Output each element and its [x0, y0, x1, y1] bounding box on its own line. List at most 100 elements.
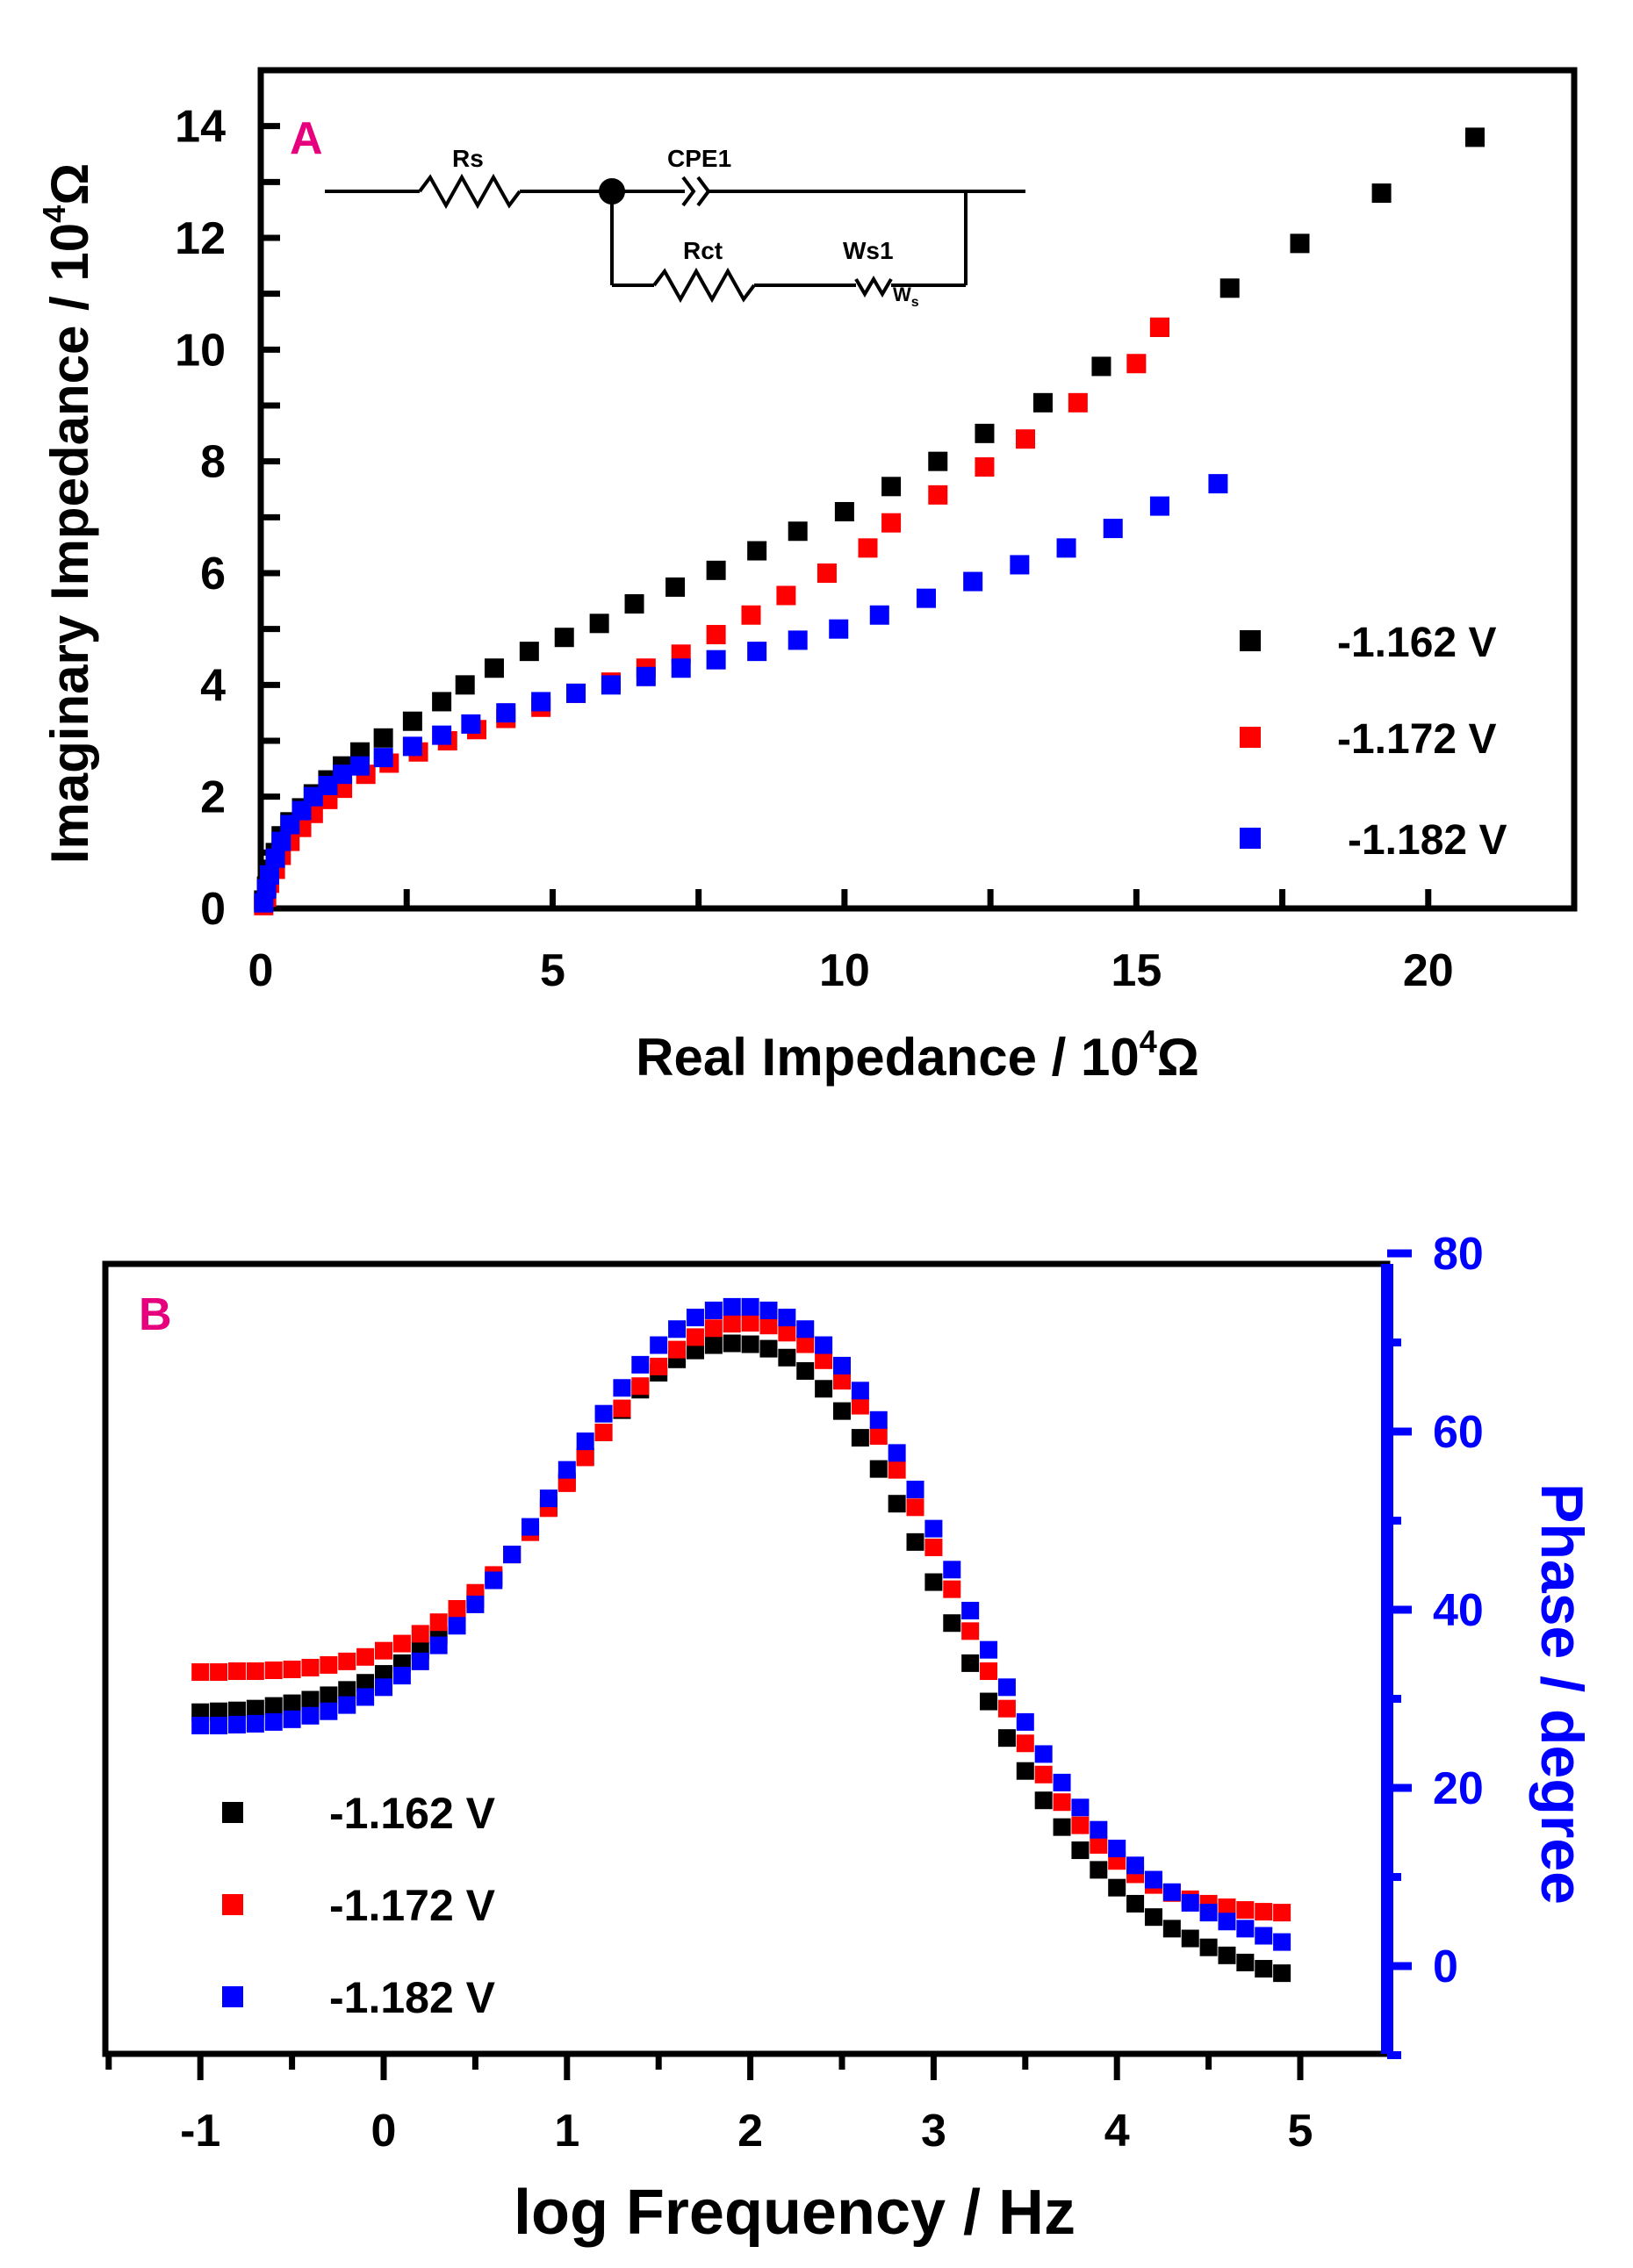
panel-a-data-point [1091, 356, 1111, 377]
panel-b-data-point [796, 1335, 815, 1353]
panel-b-data-point [338, 1681, 356, 1699]
panel-b-data-point [210, 1716, 228, 1734]
panel-a-data-point [1149, 496, 1169, 516]
panel-b-data-point [1034, 1745, 1053, 1763]
panel-a-x-axis-title-text: Real Impedance / 10 [636, 1028, 1140, 1087]
panel-b-data-point [1034, 1765, 1053, 1784]
panel-b-data-point [301, 1706, 320, 1725]
panel-a-data-point [432, 692, 452, 712]
panel-b-x-tick-label: 5 [1288, 2106, 1313, 2157]
resistor-rs-symbol [418, 173, 522, 210]
panel-a-data-point [496, 703, 516, 723]
panel-b-data-point [558, 1461, 576, 1479]
panel-b-data-point [778, 1309, 796, 1327]
panel-b-data-point [246, 1699, 264, 1718]
panel-a-data-point [484, 658, 504, 678]
cpe-symbol-left [681, 176, 696, 207]
panel-b-data-point [704, 1319, 723, 1338]
panel-b-data-point [1255, 1927, 1273, 1945]
panel-b-data-point [869, 1427, 888, 1446]
panel-b-data-point [650, 1336, 668, 1354]
panel-a-x-tick-label: 5 [540, 945, 565, 996]
panel-a-data-point [350, 756, 370, 776]
panel-a-legend-marker [1240, 828, 1261, 849]
panel-b-data-point [906, 1498, 924, 1517]
panel-b-data-point [1236, 1920, 1255, 1938]
panel-b-letter: B [139, 1289, 172, 1340]
panel-b-x-ticks: -1 0 1 2 3 4 5 [105, 2054, 1313, 2157]
panel-b-data-point [356, 1647, 375, 1666]
panel-b-data-point [375, 1678, 392, 1697]
panel-b-y-tick-label: 0 [1433, 1941, 1458, 1992]
panel-a-data-point [834, 501, 854, 521]
panel-b-data-point [686, 1309, 704, 1327]
circuit-label-rs: Rs [452, 145, 484, 172]
panel-b-data-point [1090, 1820, 1108, 1839]
panel-b-data-point [668, 1320, 687, 1339]
panel-b-data-point [301, 1690, 320, 1709]
panel-a-x-tick-label: 20 [1403, 945, 1454, 996]
panel-a-data-point [1032, 392, 1053, 413]
panel-b-x-tick-label: 4 [1104, 2106, 1130, 2157]
panel-b-data-point [1071, 1816, 1090, 1834]
panel-b-data-point [356, 1674, 375, 1692]
panel-a-data-point [1219, 278, 1240, 298]
panel-a-letter: A [290, 113, 323, 164]
panel-a-y-tick-label: 6 [200, 549, 226, 599]
panel-b-data-point [906, 1532, 924, 1551]
panel-a-data-point [1126, 354, 1147, 374]
panel-b-data-point [723, 1334, 741, 1353]
panel-b-data-point [264, 1712, 283, 1731]
panel-b-data-point [1162, 1920, 1181, 1938]
panel-a-x-tick-label: 0 [248, 945, 274, 996]
circuit-label-rct: Rct [683, 237, 723, 264]
panel-a-y-axis-title-text: Imaginary Impedance / 10 [40, 223, 99, 864]
panel-a-y-axis-title-sup: 4 [36, 205, 72, 223]
panel-b-data-point [924, 1519, 943, 1538]
panel-b-data-point [539, 1489, 558, 1508]
resistor-rct-symbol [652, 267, 756, 304]
panel-b-data-point [888, 1495, 906, 1513]
panel-a-data-point [432, 725, 452, 745]
panel-b-data-point [980, 1662, 998, 1681]
panel-b-data-point [815, 1351, 833, 1369]
panel-b-data-point [869, 1460, 888, 1478]
panel-b-data-point [778, 1348, 796, 1367]
panel-b-data-point [686, 1328, 704, 1346]
panel-a-series-3 [254, 474, 1228, 913]
panel-b-data-point [906, 1480, 924, 1498]
panel-b-data-point [246, 1662, 264, 1681]
panel-b-data-point [411, 1652, 429, 1670]
panel-b-data-point [1144, 1870, 1162, 1889]
panel-b-series-3 [191, 1297, 1291, 1951]
panel-a-legend: -1.162 V -1.172 V -1.182 V [1240, 620, 1507, 864]
panel-b-y-tick-label: 40 [1433, 1585, 1484, 1636]
panel-b-data-point [997, 1729, 1016, 1748]
panel-b-series-2 [191, 1314, 1291, 1922]
panel-a-data-point [259, 865, 279, 885]
panel-a-data-point [1464, 127, 1485, 147]
panel-b-data-point [227, 1715, 246, 1733]
panel-b-legend-label: -1.172 V [329, 1881, 496, 1930]
panel-b-data-point [796, 1361, 815, 1380]
panel-a-data-point [318, 775, 338, 795]
panel-a-data-point [1068, 392, 1088, 413]
panel-a-data-point [461, 714, 481, 734]
panel-b-data-point [613, 1379, 631, 1397]
panel-a-y-axis-title-unit: Ω [40, 163, 99, 205]
panel-b-data-point [1108, 1878, 1126, 1897]
panel-a-legend-label: -1.182 V [1348, 817, 1507, 864]
panel-b-data-point [851, 1429, 869, 1447]
panel-b-data-point [283, 1710, 301, 1728]
panel-a-data-point [928, 451, 948, 471]
panel-b-data-point [961, 1602, 980, 1620]
panel-b-data-point [594, 1424, 613, 1442]
panel-b-data-point [1016, 1762, 1034, 1780]
panel-b-data-point [723, 1315, 741, 1333]
panel-a-data-point [589, 614, 609, 634]
panel-b-data-point [522, 1518, 540, 1536]
panel-b-x-tick-label: 1 [554, 2106, 579, 2157]
panel-b-data-point [980, 1640, 998, 1659]
panel-b-data-point [1108, 1840, 1126, 1858]
